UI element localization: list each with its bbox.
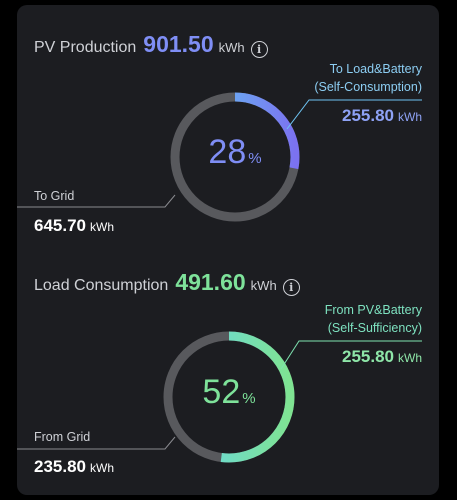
load-title-unit: kWh (250, 278, 277, 293)
load-left-value: 235.80 kWh (34, 457, 114, 477)
pv-title-row: PV Production 901.50 kWh i (34, 31, 268, 61)
pv-right-label: To Load&Battery (Self-Consumption) (314, 60, 422, 96)
load-percent-symbol: % (242, 390, 256, 407)
load-left-value-number: 235.80 (34, 457, 86, 476)
pv-ring-arc (170, 92, 300, 222)
load-consumption-section: Load Consumption 491.60 kWh i 52% From P… (17, 243, 439, 488)
load-title-value: 491.60 (175, 269, 246, 295)
pv-percent-number: 28 (208, 133, 247, 171)
load-left-leader (17, 436, 176, 450)
info-icon[interactable]: i (250, 41, 268, 58)
load-right-value-number: 255.80 (342, 347, 394, 366)
load-title-row: Load Consumption 491.60 kWh i (34, 269, 300, 299)
pv-right-label-line2: (Self-Consumption) (314, 80, 422, 94)
pv-left-label: To Grid (34, 189, 75, 203)
pv-center-percent: 28% (165, 133, 305, 172)
pv-production-section: PV Production 901.50 kWh i 28% To Load&B… (17, 5, 439, 250)
load-percent-number: 52 (202, 373, 241, 411)
pv-right-value-number: 255.80 (342, 106, 394, 125)
energy-card: PV Production 901.50 kWh i 28% To Load&B… (17, 5, 439, 495)
load-center-percent: 52% (159, 373, 299, 412)
pv-left-value-unit: kWh (90, 220, 114, 234)
pv-right-value-unit: kWh (398, 110, 422, 124)
load-right-label-line1: From PV&Battery (324, 303, 422, 317)
load-left-label: From Grid (34, 430, 91, 444)
load-ring-chart (17, 331, 422, 463)
load-right-leader (280, 340, 422, 370)
pv-left-leader (17, 194, 176, 208)
load-title-label: Load Consumption (34, 277, 169, 294)
pv-right-label-line1: To Load&Battery (329, 62, 422, 76)
pv-right-value: 255.80 kWh (342, 106, 422, 126)
pv-ring-chart (17, 92, 422, 222)
load-ring-arc (163, 331, 295, 463)
pv-title-unit: kWh (218, 40, 245, 55)
pv-title-value: 901.50 (143, 31, 214, 57)
pv-left-value: 645.70 kWh (34, 216, 114, 236)
pv-title-label: PV Production (34, 39, 137, 56)
pv-percent-symbol: % (248, 150, 262, 167)
load-right-label-line2: (Self-Sufficiency) (327, 321, 422, 335)
load-left-value-unit: kWh (90, 461, 114, 475)
load-right-label: From PV&Battery (Self-Sufficiency) (325, 301, 422, 337)
load-right-value-unit: kWh (398, 351, 422, 365)
load-right-value: 255.80 kWh (342, 347, 422, 367)
info-icon[interactable]: i (282, 279, 300, 296)
pv-left-value-number: 645.70 (34, 216, 86, 235)
pv-right-leader (286, 99, 422, 130)
